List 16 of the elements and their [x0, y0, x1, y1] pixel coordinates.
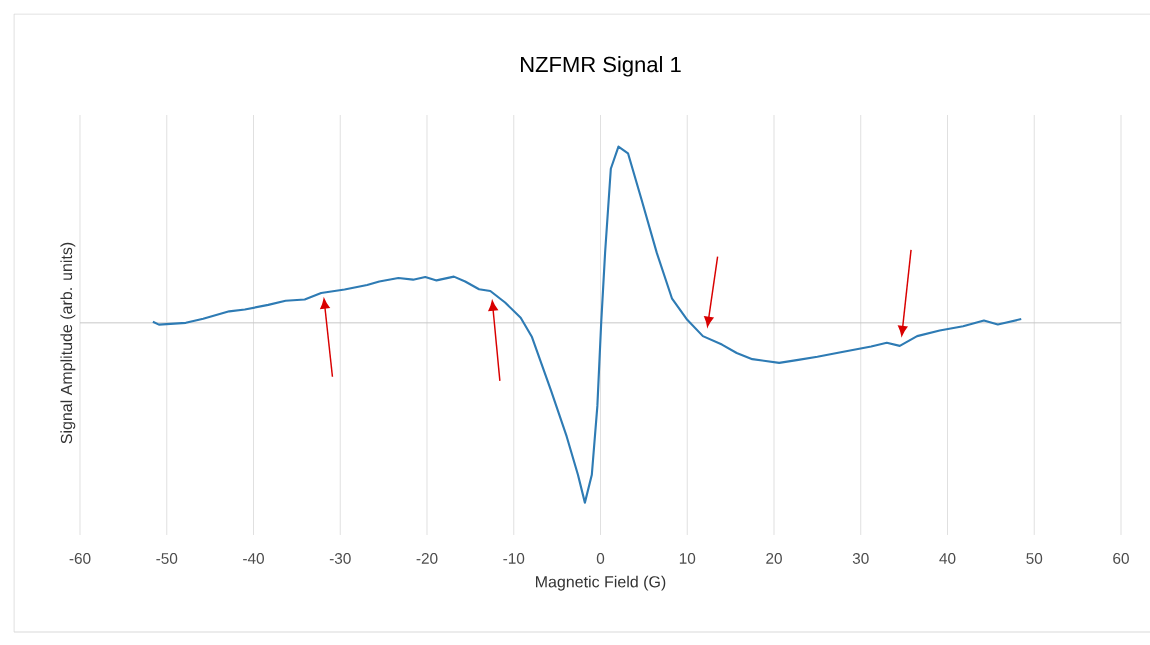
- x-tick-label: -30: [329, 553, 351, 564]
- x-tick-label: -40: [243, 553, 264, 564]
- x-tick-label: 60: [1113, 553, 1129, 564]
- x-tick-label: -10: [503, 553, 525, 564]
- x-tick-label: 30: [852, 553, 869, 564]
- x-tick-label: 20: [766, 553, 782, 564]
- x-tick-label: 10: [679, 553, 696, 564]
- x-tick-label: 40: [939, 553, 956, 564]
- x-tick-label: -60: [69, 553, 91, 564]
- chart-title: NZFMR Signal 1: [521, 56, 681, 77]
- x-tick-label: -20: [416, 553, 438, 564]
- x-tick-label: 0: [596, 553, 605, 564]
- x-tick-label: 50: [1026, 553, 1043, 564]
- y-axis-title: Signal Amplitude (arb. units): [60, 242, 76, 444]
- x-axis-title: Magnetic Field (G): [536, 575, 666, 591]
- x-tick-label: -50: [156, 553, 178, 564]
